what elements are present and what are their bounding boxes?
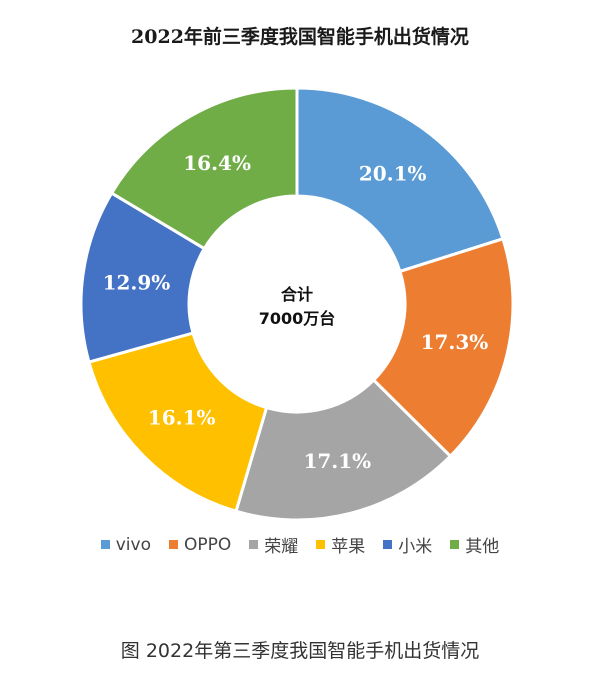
center-total-label-line1: 合计: [281, 285, 313, 304]
chart-title: 2022年前三季度我国智能手机出货情况: [131, 26, 469, 48]
donut-slice-1: [371, 236, 515, 459]
figure-caption: 图 2022年第三季度我国智能手机出货情况: [120, 640, 480, 662]
legend-swatch-1: [168, 540, 178, 549]
center-total-label-line2: 7000万台: [259, 309, 336, 328]
legend-label-3: 苹果: [331, 537, 366, 557]
slice-value-label-5: 16.4%: [183, 151, 251, 175]
legend-item-2: 荣耀: [249, 532, 298, 557]
legend-label-2: 荣耀: [264, 537, 299, 557]
legend-item-1: OPPO: [168, 532, 232, 557]
chart-legend: vivo OPPO 荣耀 苹果 小米 其他: [0, 532, 600, 557]
donut-slice-2: [234, 377, 453, 520]
legend-swatch-3: [316, 540, 326, 549]
donut-chart: 20.1% 17.3% 17.1% 16.1% 12.9% 16.4% 合计 7000万台: [79, 86, 515, 520]
donut-slice-5: [109, 86, 299, 251]
legend-swatch-2: [249, 540, 259, 549]
legend-item-3: 苹果: [316, 532, 365, 557]
slice-value-label-3: 16.1%: [148, 406, 216, 430]
legend-swatch-5: [450, 540, 460, 549]
legend-swatch-4: [383, 540, 393, 549]
slice-value-label-2: 17.1%: [303, 449, 371, 473]
slice-value-label-0: 20.1%: [359, 161, 427, 185]
legend-swatch-0: [100, 540, 110, 549]
slice-value-label-4: 12.9%: [103, 270, 171, 294]
legend-label-4: 小米: [398, 537, 433, 557]
legend-label-5: 其他: [465, 537, 500, 557]
legend-label-1: OPPO: [183, 534, 232, 555]
legend-item-5: 其他: [450, 532, 499, 557]
legend-label-0: vivo: [115, 534, 151, 555]
slice-value-label-1: 17.3%: [421, 330, 489, 354]
legend-item-4: 小米: [383, 532, 432, 557]
donut-slice-0: [295, 86, 505, 274]
donut-slice-3: [87, 331, 269, 514]
legend-item-0: vivo: [100, 532, 151, 557]
